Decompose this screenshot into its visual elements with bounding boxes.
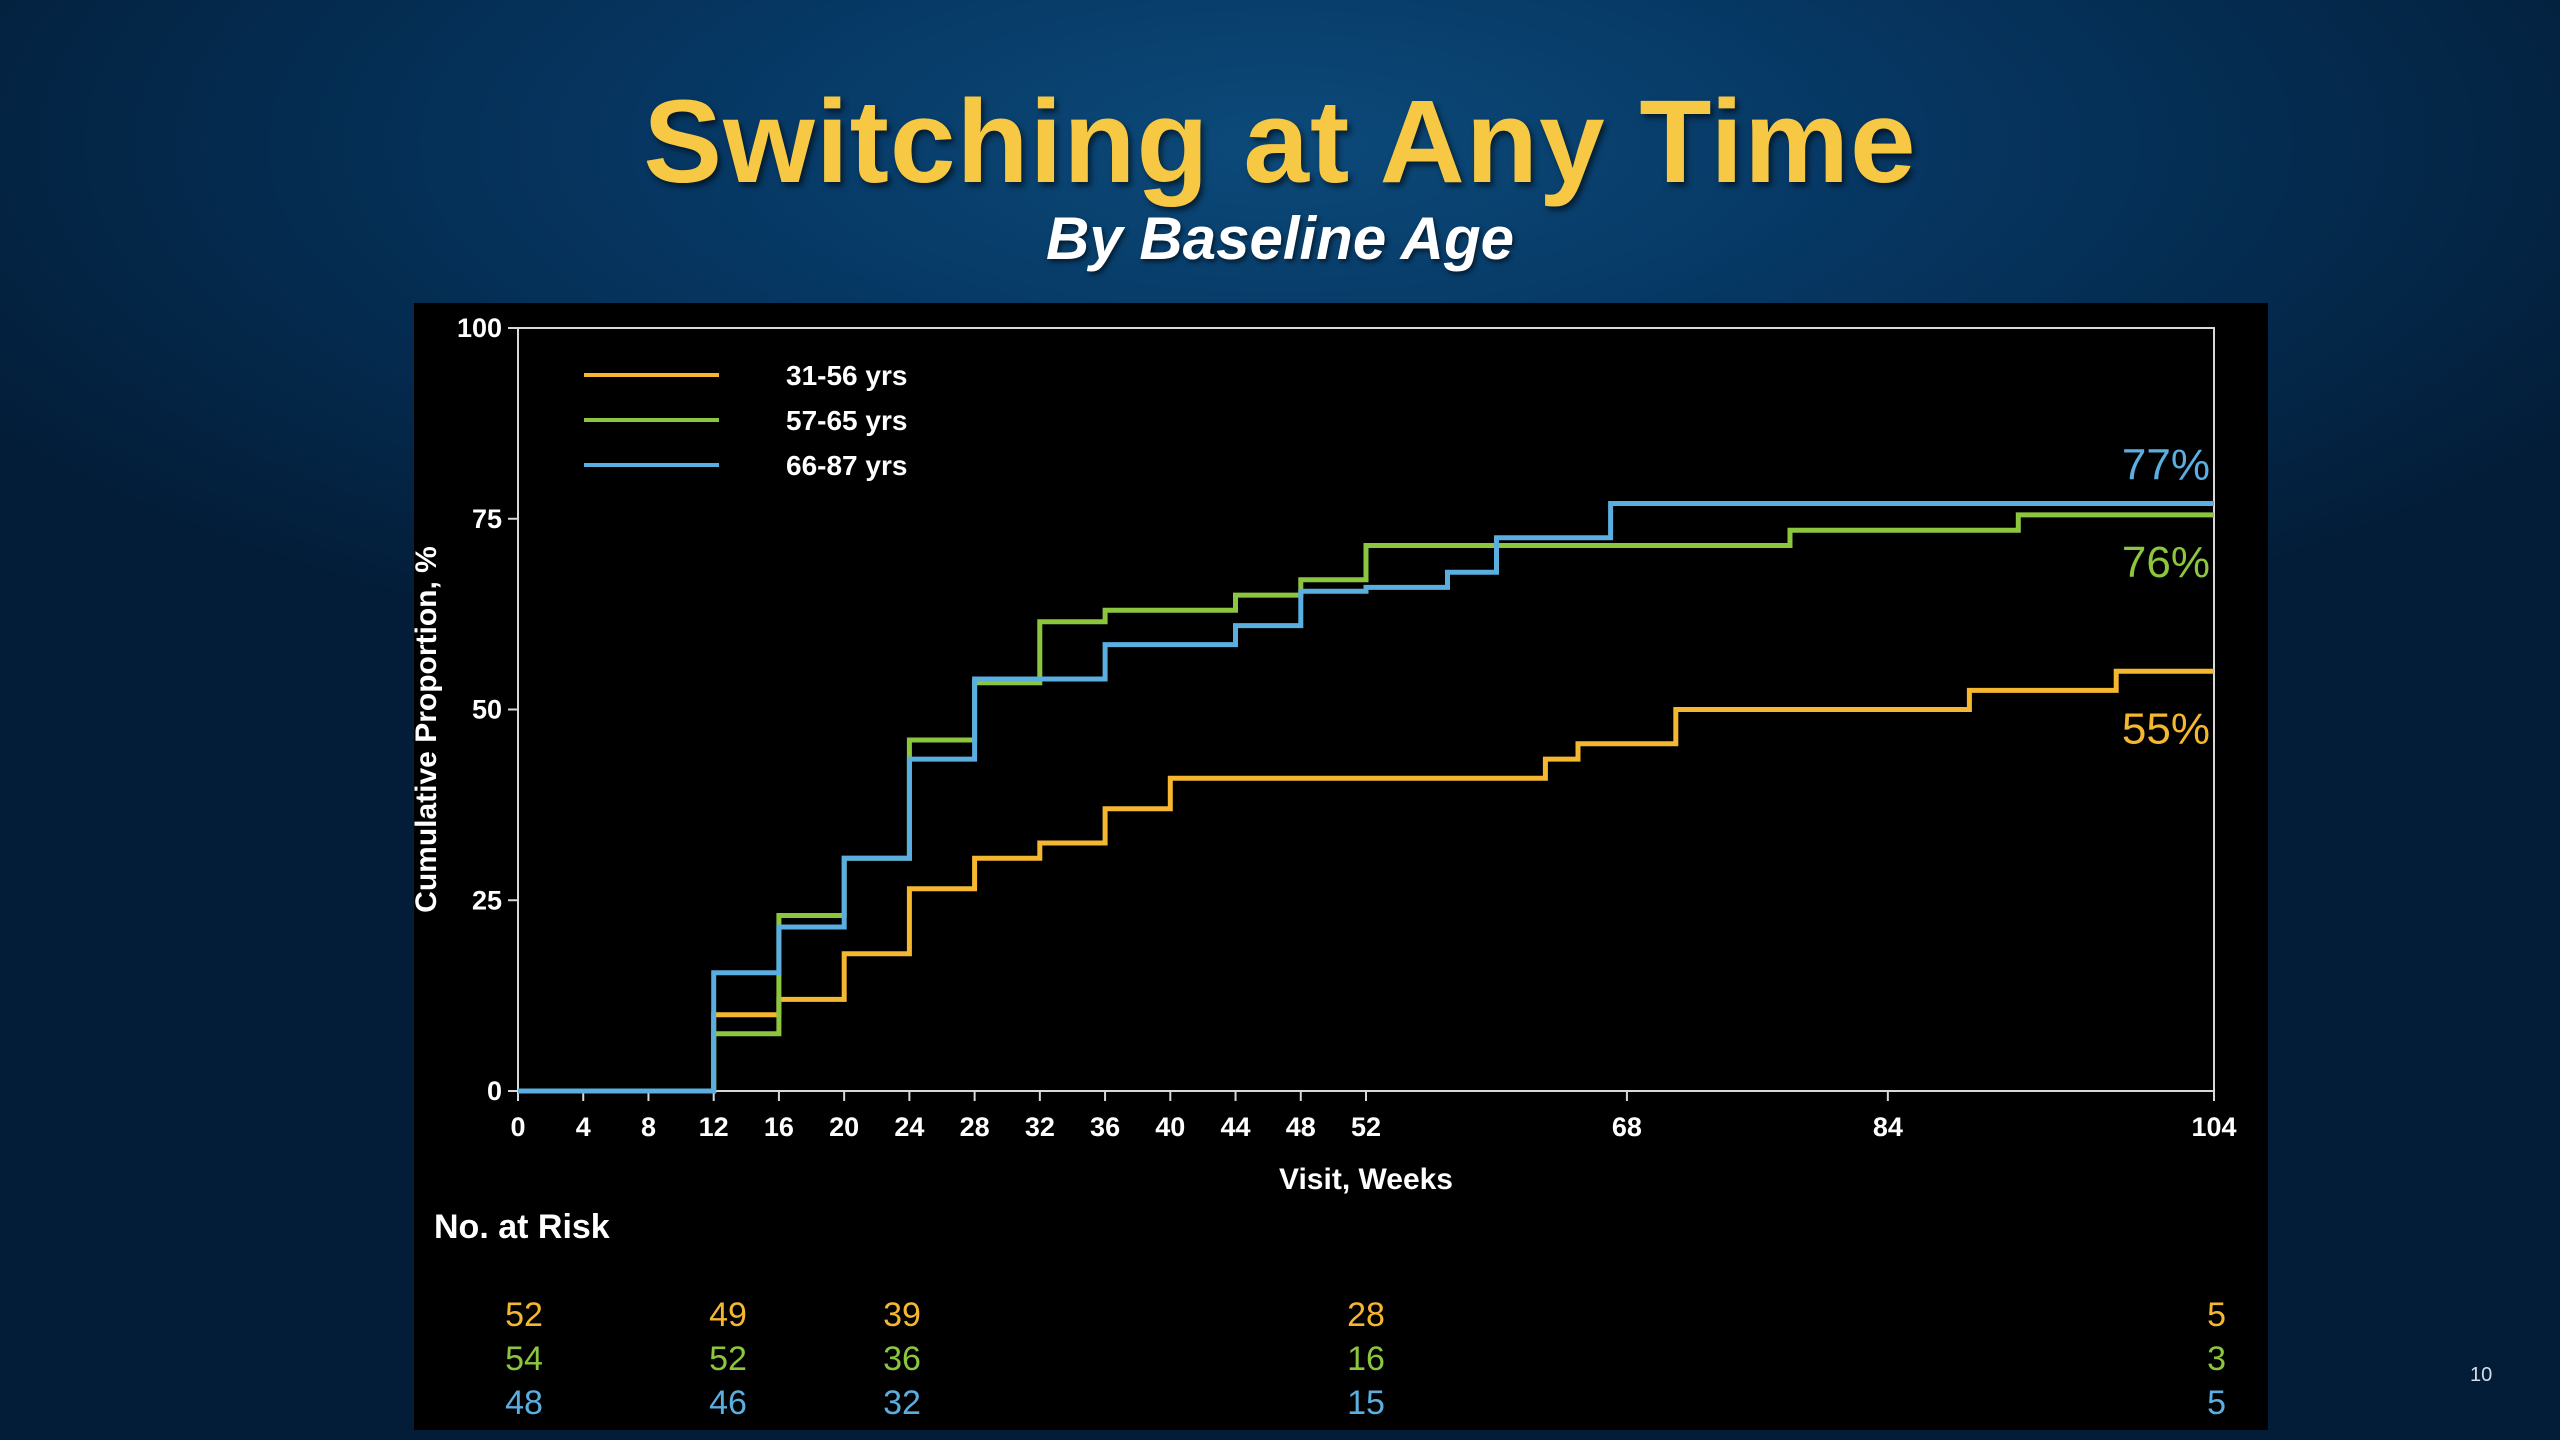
at-risk-table: No. at Risk 52 49 39 28 5 54 52 36 16 3 48 46 32 15 5 (434, 1208, 2226, 1422)
x-tick-label: 44 (1221, 1112, 1251, 1142)
at-risk-cell: 16 (1347, 1340, 1385, 1378)
x-tick-label: 48 (1286, 1112, 1316, 1142)
x-tick-label: 104 (2191, 1112, 2236, 1142)
at-risk-cell: 48 (505, 1384, 543, 1422)
at-risk-cell: 5 (2207, 1384, 2226, 1422)
slide-subtitle: By Baseline Age (1046, 205, 1514, 272)
series-line-66-87-yrs (518, 501, 2214, 1094)
slide-title: Switching at Any Time (643, 76, 1917, 208)
x-tick-label: 52 (1351, 1112, 1381, 1142)
series-line-31-56-yrs (518, 668, 2214, 1094)
slide-number: 10 (2470, 1364, 2493, 1386)
x-tick-label: 16 (764, 1112, 794, 1142)
chart-legend: 31-56 yrs 57-65 yrs 66-87 yrs (584, 360, 907, 481)
at-risk-cell: 49 (709, 1296, 747, 1334)
end-label: 77% (2122, 440, 2210, 489)
x-tick-label: 36 (1090, 1112, 1120, 1142)
at-risk-cell: 5 (2207, 1296, 2226, 1334)
x-tick-label: 20 (829, 1112, 859, 1142)
y-tick-label: 25 (472, 885, 502, 915)
at-risk-cell: 32 (883, 1384, 921, 1422)
at-risk-cell: 54 (505, 1340, 543, 1378)
at-risk-cell: 28 (1347, 1296, 1385, 1334)
at-risk-cell: 52 (709, 1340, 747, 1378)
x-tick-label: 24 (894, 1112, 924, 1142)
end-label: 76% (2122, 538, 2210, 587)
x-tick-label: 28 (960, 1112, 990, 1142)
x-tick-label: 32 (1025, 1112, 1055, 1142)
x-tick-label: 0 (510, 1112, 525, 1142)
at-risk-cell: 15 (1347, 1384, 1385, 1422)
at-risk-cell: 36 (883, 1340, 921, 1378)
x-tick-label: 4 (576, 1112, 591, 1142)
y-tick-label: 100 (457, 313, 502, 343)
series-line-57-65-yrs (518, 512, 2214, 1094)
at-risk-cell: 39 (883, 1296, 921, 1334)
x-tick-label: 68 (1612, 1112, 1642, 1142)
chart-panel: 0 25 50 75 100 0 4 8 12 16 20 24 28 32 36 40 44 48 52 68 84 1… (414, 303, 2268, 1430)
y-axis-label: Cumulative Proportion, % (414, 546, 443, 913)
x-tick-label: 12 (699, 1112, 729, 1142)
chart-series-lines (518, 501, 2214, 1094)
at-risk-cell: 3 (2207, 1340, 2226, 1378)
x-tick-label: 40 (1155, 1112, 1185, 1142)
at-risk-title: No. at Risk (434, 1208, 610, 1246)
y-tick-label: 50 (472, 695, 502, 725)
x-tick-label: 8 (641, 1112, 656, 1142)
legend-label: 57-65 yrs (786, 405, 907, 436)
legend-label: 66-87 yrs (786, 450, 907, 481)
y-tick-label: 75 (472, 504, 502, 534)
end-label: 55% (2122, 704, 2210, 753)
legend-label: 31-56 yrs (786, 360, 907, 391)
at-risk-cell: 46 (709, 1384, 747, 1422)
x-axis-label: Visit, Weeks (1279, 1163, 1453, 1196)
chart-end-labels: 55% 76% 77% (2122, 440, 2210, 753)
y-tick-label: 0 (487, 1076, 502, 1106)
at-risk-cell: 52 (505, 1296, 543, 1334)
x-tick-label: 84 (1873, 1112, 1903, 1142)
